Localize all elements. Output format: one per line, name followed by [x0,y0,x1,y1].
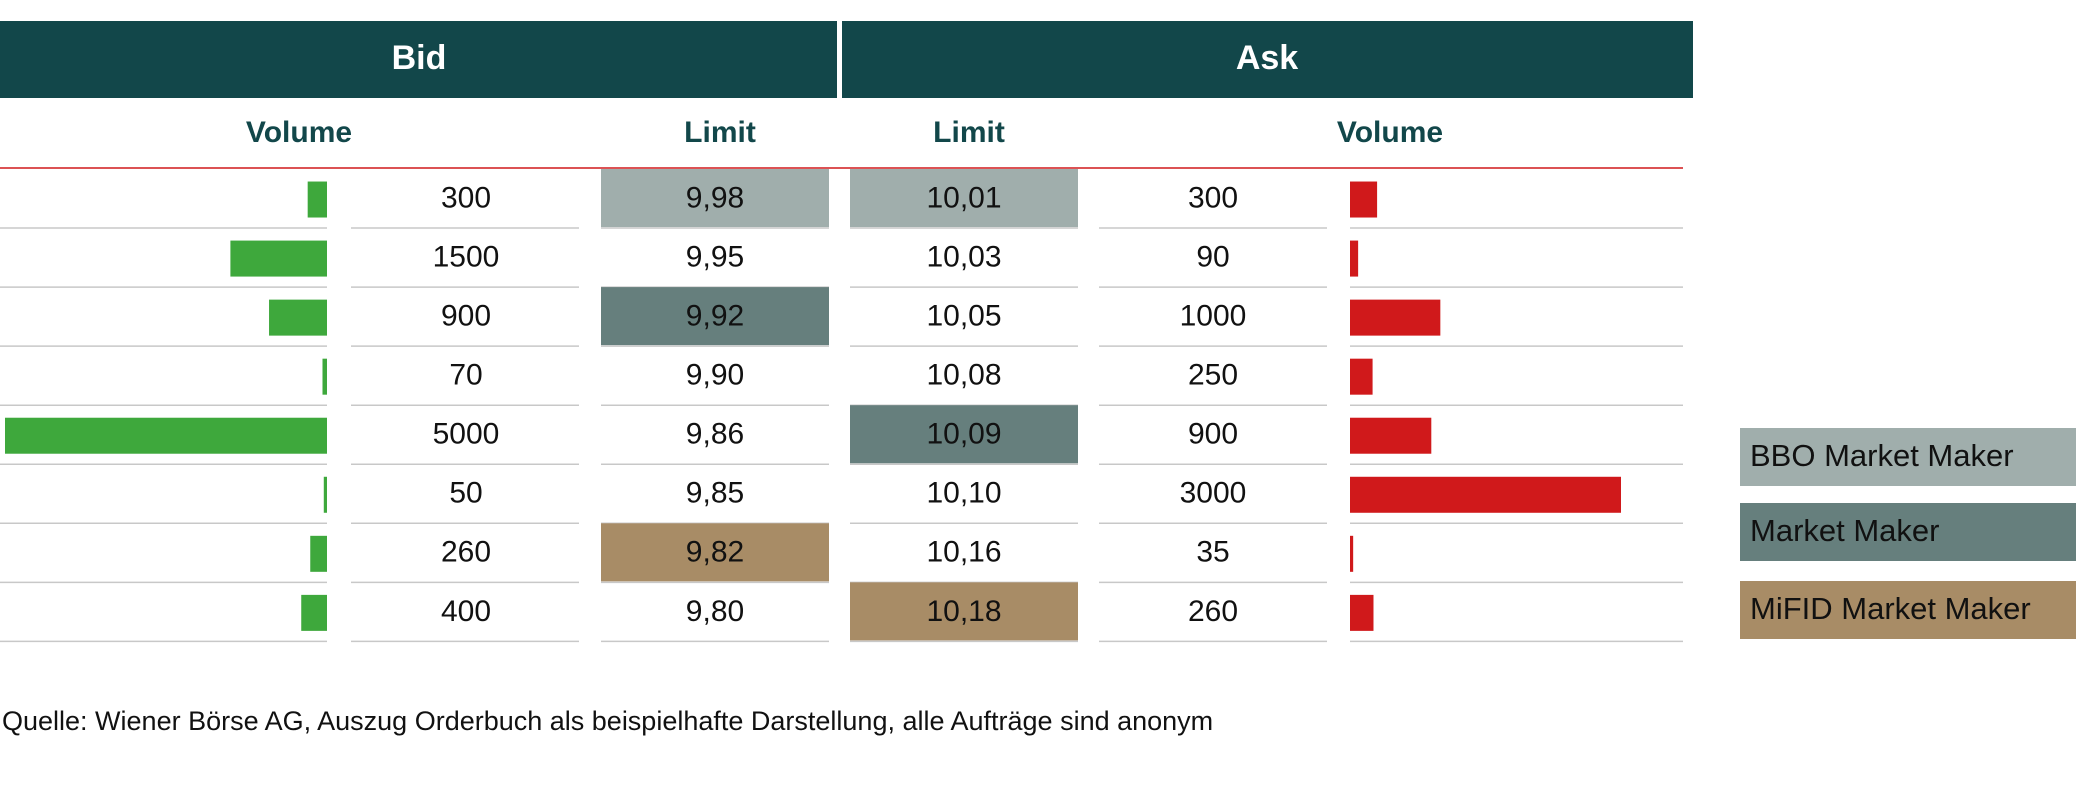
bid-limit: 9,85 [686,477,744,510]
ask-limit: 10,05 [926,300,1001,333]
column-header: Volume [1337,116,1443,149]
legend-swatch [1740,581,2076,639]
bid-limit-highlight [601,287,829,346]
bid-volume-bar [322,358,327,395]
ask-volume: 35 [1196,536,1229,569]
column-header: Limit [684,116,756,149]
bid-limit: 9,98 [686,181,744,214]
ask-volume-bar [1350,417,1432,454]
ask-header: Ask [1236,39,1298,77]
bid-volume-bar [5,417,327,454]
bid-header-band [0,21,837,98]
bid-volume-bar [301,594,327,631]
bid-volume-bar [323,476,327,513]
column-header: Limit [933,116,1005,149]
bid-volume-bar [269,299,327,336]
ask-limit: 10,08 [926,359,1001,392]
ask-limit: 10,03 [926,240,1001,273]
ask-volume-bar [1350,594,1374,631]
bid-limit: 9,90 [686,359,744,392]
bid-volume: 900 [441,300,491,333]
ask-limit-highlight [850,405,1078,464]
bid-volume-bar [307,181,327,218]
ask-volume: 3000 [1180,477,1247,510]
ask-volume-bar [1350,535,1354,572]
bid-limit: 9,95 [686,240,744,273]
ask-limit: 10,10 [926,477,1001,510]
bid-volume: 1500 [433,240,500,273]
bid-limit: 9,80 [686,595,744,628]
ask-volume: 250 [1188,359,1238,392]
ask-limit-highlight [850,169,1078,228]
legend-swatch [1740,428,2076,486]
ask-volume-bar [1350,181,1378,218]
bid-volume: 70 [449,359,482,392]
bid-volume-bar [310,535,327,572]
ask-volume-bar [1350,299,1441,336]
column-header: Volume [246,116,352,149]
ask-limit: 10,16 [926,536,1001,569]
bid-volume: 400 [441,595,491,628]
ask-volume-bar [1350,476,1621,513]
legend-label: Market Maker [1750,513,1939,548]
bid-limit-highlight [601,523,829,582]
ask-limit: 10,18 [926,595,1001,628]
bid-volume: 260 [441,536,491,569]
bid-volume-bar [230,240,327,277]
bid-volume: 300 [441,181,491,214]
bid-header: Bid [392,39,447,77]
bid-volume: 5000 [433,418,500,451]
ask-limit: 10,09 [926,418,1001,451]
ask-limit: 10,01 [926,181,1001,214]
ask-volume: 900 [1188,418,1238,451]
source-note: Quelle: Wiener Börse AG, Auszug Orderbuc… [2,706,1213,736]
legend-label: MiFID Market Maker [1750,591,2031,626]
ask-volume-bar [1350,358,1373,395]
bid-limit: 9,82 [686,536,744,569]
ask-volume: 260 [1188,595,1238,628]
bid-limit: 9,92 [686,300,744,333]
bid-volume: 50 [449,477,482,510]
bid-limit-highlight [601,169,829,228]
legend-label: BBO Market Maker [1750,438,2014,473]
ask-volume: 300 [1188,181,1238,214]
ask-volume: 1000 [1180,300,1247,333]
ask-volume-bar [1350,240,1359,277]
bid-limit: 9,86 [686,418,744,451]
ask-limit-highlight [850,582,1078,641]
legend-swatch [1740,503,2076,561]
ask-header-band [842,21,1693,98]
ask-volume: 90 [1196,240,1229,273]
